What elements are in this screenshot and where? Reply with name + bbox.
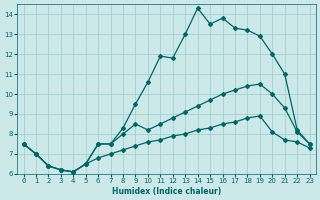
X-axis label: Humidex (Indice chaleur): Humidex (Indice chaleur) (112, 187, 221, 196)
